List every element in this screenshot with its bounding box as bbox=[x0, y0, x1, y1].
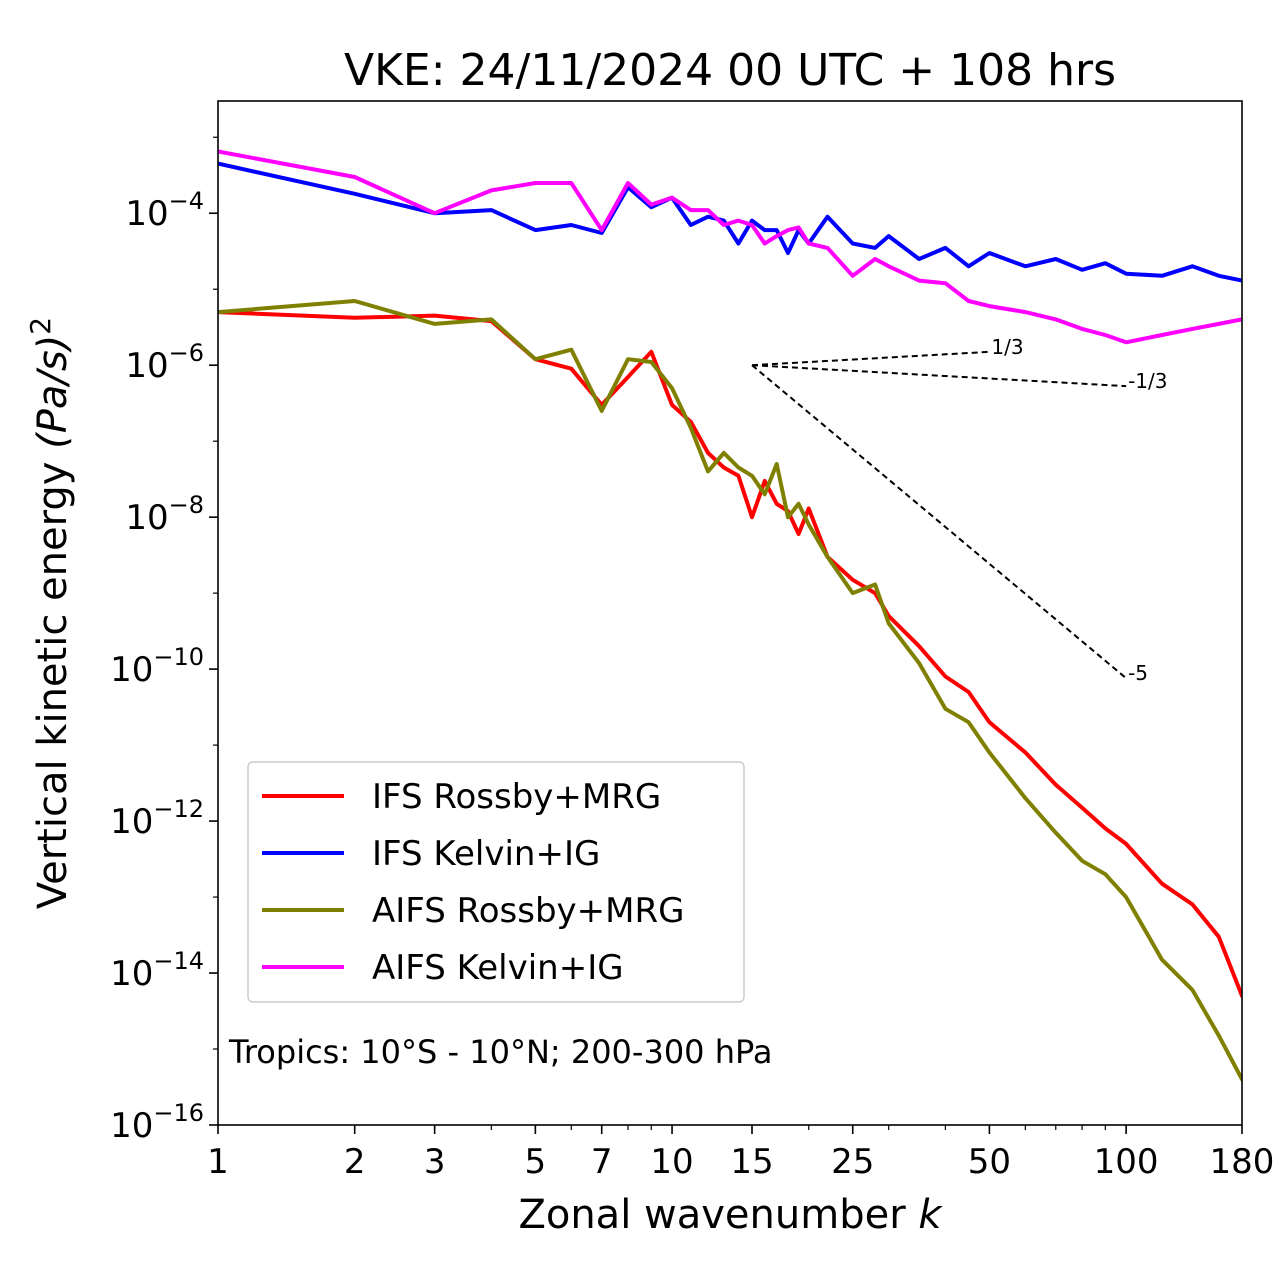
y-axis-label: Vertical kinetic energy (Pa/s)2 bbox=[24, 317, 76, 909]
legend-box bbox=[247, 761, 745, 1003]
x-tick-label-3: 3 bbox=[424, 1142, 446, 1182]
y-tick-label-3: 10−8 bbox=[125, 491, 204, 538]
x-tick-label-1: 1 bbox=[207, 1142, 229, 1182]
x-tick-label-4: 5 bbox=[525, 1142, 547, 1182]
x-tick-label-11: 180 bbox=[1210, 1142, 1275, 1182]
region-annotation: Tropics: 10°S - 10°N; 200-300 hPa bbox=[228, 1033, 772, 1071]
legend-label-2: IFS Kelvin+IG bbox=[372, 834, 600, 874]
x-axis-variable: k bbox=[918, 1192, 943, 1238]
legend-label-3: AIFS Rossby+MRG bbox=[372, 891, 684, 931]
legend: IFS Rossby+MRG IFS Kelvin+IG AIFS Rossby+M… bbox=[247, 761, 745, 1003]
reference-slope-label-1: 1/3 bbox=[991, 335, 1023, 359]
y-axis-unit: (Pa/s) bbox=[30, 335, 76, 449]
legend-entries: IFS Rossby+MRG IFS Kelvin+IG AIFS Rossby+M… bbox=[262, 777, 684, 988]
chart-title: VKE: 24/11/2024 00 UTC + 108 hrs bbox=[344, 45, 1116, 96]
x-axis-label: Zonal wavenumber k bbox=[518, 1192, 943, 1238]
reference-slope-line-3 bbox=[751, 364, 1127, 679]
legend-label-1: IFS Rossby+MRG bbox=[372, 777, 661, 817]
series-line-4 bbox=[218, 149, 1242, 345]
x-tick-label-5: 7 bbox=[591, 1142, 613, 1182]
reference-slopes: 1/3 -1/3 -5 bbox=[751, 335, 1168, 685]
y-tick-label-7: 10−16 bbox=[110, 1099, 204, 1146]
series-line-3 bbox=[218, 299, 1242, 1082]
x-tick-label-8: 25 bbox=[831, 1142, 874, 1182]
y-tick-label-5: 10−12 bbox=[110, 795, 204, 842]
y-tick-label-4: 10−10 bbox=[110, 643, 204, 690]
legend-label-4: AIFS Kelvin+IG bbox=[372, 948, 624, 988]
reference-slope-line-2 bbox=[751, 364, 1127, 388]
x-tick-label-2: 2 bbox=[344, 1142, 366, 1182]
y-axis-ticks: 10−4 10−6 10−8 10−10 10−12 10−14 10−16 bbox=[110, 136, 218, 1146]
x-tick-label-6: 10 bbox=[650, 1142, 693, 1182]
series-line-1 bbox=[218, 310, 1242, 998]
y-tick-label-2: 10−6 bbox=[125, 339, 204, 386]
plot-frame bbox=[217, 100, 1243, 1126]
series-layer bbox=[218, 149, 1242, 1082]
y-axis-unit-exponent: 2 bbox=[24, 317, 57, 335]
x-tick-label-10: 100 bbox=[1094, 1142, 1159, 1182]
y-tick-label-6: 10−14 bbox=[110, 947, 204, 994]
x-axis-ticks: 1 2 3 5 7 10 15 25 50 100 180 bbox=[207, 1125, 1274, 1182]
x-tick-label-9: 50 bbox=[968, 1142, 1011, 1182]
reference-slope-label-3: -5 bbox=[1128, 661, 1148, 685]
x-tick-label-7: 15 bbox=[730, 1142, 773, 1182]
y-tick-label-1: 10−4 bbox=[125, 187, 204, 234]
reference-slope-label-2: -1/3 bbox=[1128, 369, 1167, 393]
